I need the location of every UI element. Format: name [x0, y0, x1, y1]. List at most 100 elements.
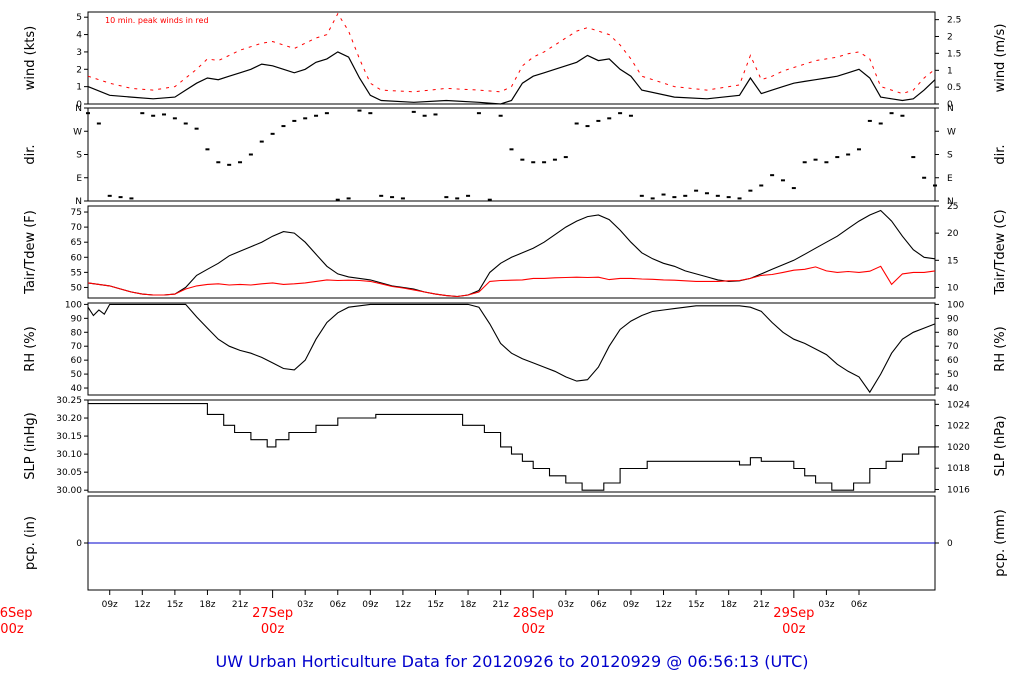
- slp-right-tick-label: 1024: [947, 400, 970, 410]
- temp-right-tick-label: 10: [947, 283, 959, 293]
- dir-point: [802, 161, 807, 164]
- dir-right-tick-label: S: [947, 151, 953, 161]
- dir-point: [270, 132, 275, 135]
- dir-point: [911, 156, 916, 159]
- dir-point: [704, 192, 709, 195]
- hour-tick-label: 18z: [721, 600, 737, 610]
- rh-left-tick-label: 40: [71, 384, 83, 394]
- dir-point: [683, 194, 688, 197]
- dir-point: [346, 197, 351, 200]
- slp-panel: 30.00 30.05 30.10 30.15 30.20 30.25 1016 1018 10…: [23, 396, 1008, 496]
- dir-point: [618, 112, 623, 115]
- dir-point: [129, 197, 134, 200]
- dir-point: [933, 184, 937, 187]
- dir-point: [737, 197, 742, 200]
- temp-left-tick-label: 50: [71, 283, 83, 293]
- wind-right-tick-label: 0.5: [947, 83, 961, 93]
- wind-series-1: [87, 51, 936, 105]
- dir-point: [466, 194, 471, 197]
- hour-tick-label: 03z: [818, 600, 834, 610]
- day-tick-time: 00z: [0, 622, 24, 637]
- dir-point: [715, 194, 720, 197]
- x-axis: 09z 12z 15z 18z 21z 03z 06z 09z 12z 15z 18z 21z 03z 0…: [0, 590, 867, 637]
- day-tick-date: 26Sep: [0, 606, 33, 621]
- dir-point: [694, 189, 699, 192]
- wind-right-tick-label: 2.5: [947, 16, 961, 26]
- wind-left-tick-label: 5: [76, 13, 82, 23]
- dir-left-tick-label: W: [73, 127, 82, 137]
- slp-ylabel-right: SLP (hPa): [993, 415, 1008, 476]
- wind-series-2: [87, 12, 936, 95]
- hour-tick-label: 03z: [558, 600, 574, 610]
- slp-ylabel-left: SLP (inHg): [23, 412, 38, 480]
- temp-panel: 50 55 60 65 70 75 10 15 20 25 Tair/Tdew (F) Tair/Td…: [23, 202, 1008, 299]
- dir-point: [227, 163, 232, 166]
- rh-left-tick-label: 80: [71, 328, 83, 338]
- dir-point: [400, 197, 405, 200]
- wind-left-tick-label: 2: [76, 65, 82, 75]
- pcp-panel: 0 0 pcp. (in) pcp. (mm): [23, 495, 1008, 591]
- dir-point: [780, 179, 785, 182]
- dir-point: [162, 113, 167, 116]
- pcp-ylabel-right: pcp. (mm): [993, 509, 1008, 576]
- dir-point: [444, 196, 449, 199]
- temp-right-tick-label: 25: [947, 202, 958, 212]
- dir-point: [835, 156, 840, 159]
- hour-tick-label: 06z: [330, 600, 346, 610]
- slp-left-tick-label: 30.00: [56, 486, 82, 496]
- dir-point: [411, 110, 416, 113]
- dir-point: [520, 158, 525, 161]
- rh-ylabel-right: RH (%): [993, 326, 1008, 371]
- temp-right-tick-label: 15: [947, 256, 958, 266]
- dir-point: [531, 161, 536, 164]
- dir-point: [596, 119, 601, 122]
- dir-ylabel-right: dir.: [993, 144, 1008, 164]
- rh-right-tick-label: 100: [947, 300, 964, 310]
- dir-point: [813, 158, 818, 161]
- dir-point: [183, 122, 188, 125]
- dir-point: [574, 122, 579, 125]
- dir-point: [368, 112, 373, 115]
- slp-right-tick-label: 1020: [947, 443, 970, 453]
- temp-left-tick-label: 75: [71, 208, 82, 218]
- dir-point: [900, 114, 905, 117]
- rh-right-tick-label: 40: [947, 384, 959, 394]
- wind-right-tick-label: 2: [947, 32, 953, 42]
- hour-tick-label: 21z: [753, 600, 769, 610]
- dir-point: [585, 125, 590, 128]
- dir-point: [770, 174, 775, 177]
- rh-right-tick-label: 50: [947, 370, 959, 380]
- dir-point: [194, 127, 199, 130]
- slp-left-tick-label: 30.15: [56, 432, 82, 442]
- dir-point: [433, 113, 438, 116]
- dir-point: [672, 196, 677, 199]
- dir-point: [628, 114, 633, 117]
- hour-tick-label: 09z: [102, 600, 118, 610]
- day-tick-time: 00z: [261, 622, 285, 637]
- dir-point: [292, 119, 297, 122]
- dir-point: [759, 184, 764, 187]
- day-tick-time: 00z: [782, 622, 806, 637]
- slp-right-tick-label: 1022: [947, 422, 970, 432]
- temp-left-tick-label: 65: [71, 238, 82, 248]
- slp-series-1: [88, 403, 935, 491]
- pcp-right-tick-label: 0: [947, 539, 953, 549]
- wind-left-tick-label: 4: [76, 31, 82, 41]
- hour-tick-label: 09z: [623, 600, 639, 610]
- hour-tick-label: 03z: [297, 600, 313, 610]
- rh-right-tick-label: 60: [947, 356, 959, 366]
- dir-point: [650, 197, 655, 200]
- wind-ylabel-left: wind (kts): [23, 26, 38, 90]
- slp-left-tick-label: 30.10: [56, 450, 82, 460]
- dir-point: [867, 119, 872, 122]
- dir-point: [118, 196, 123, 199]
- dir-point: [878, 122, 883, 125]
- wind-right-tick-label: 0: [947, 100, 953, 110]
- temp-ylabel-left: Tair/Tdew (F): [23, 210, 38, 295]
- hour-tick-label: 09z: [362, 600, 378, 610]
- dir-point: [509, 148, 514, 151]
- hour-tick-label: 06z: [851, 600, 867, 610]
- wind-peak-note: 10 min. peak winds in red: [105, 16, 209, 25]
- slp-left-tick-label: 30.25: [56, 396, 82, 406]
